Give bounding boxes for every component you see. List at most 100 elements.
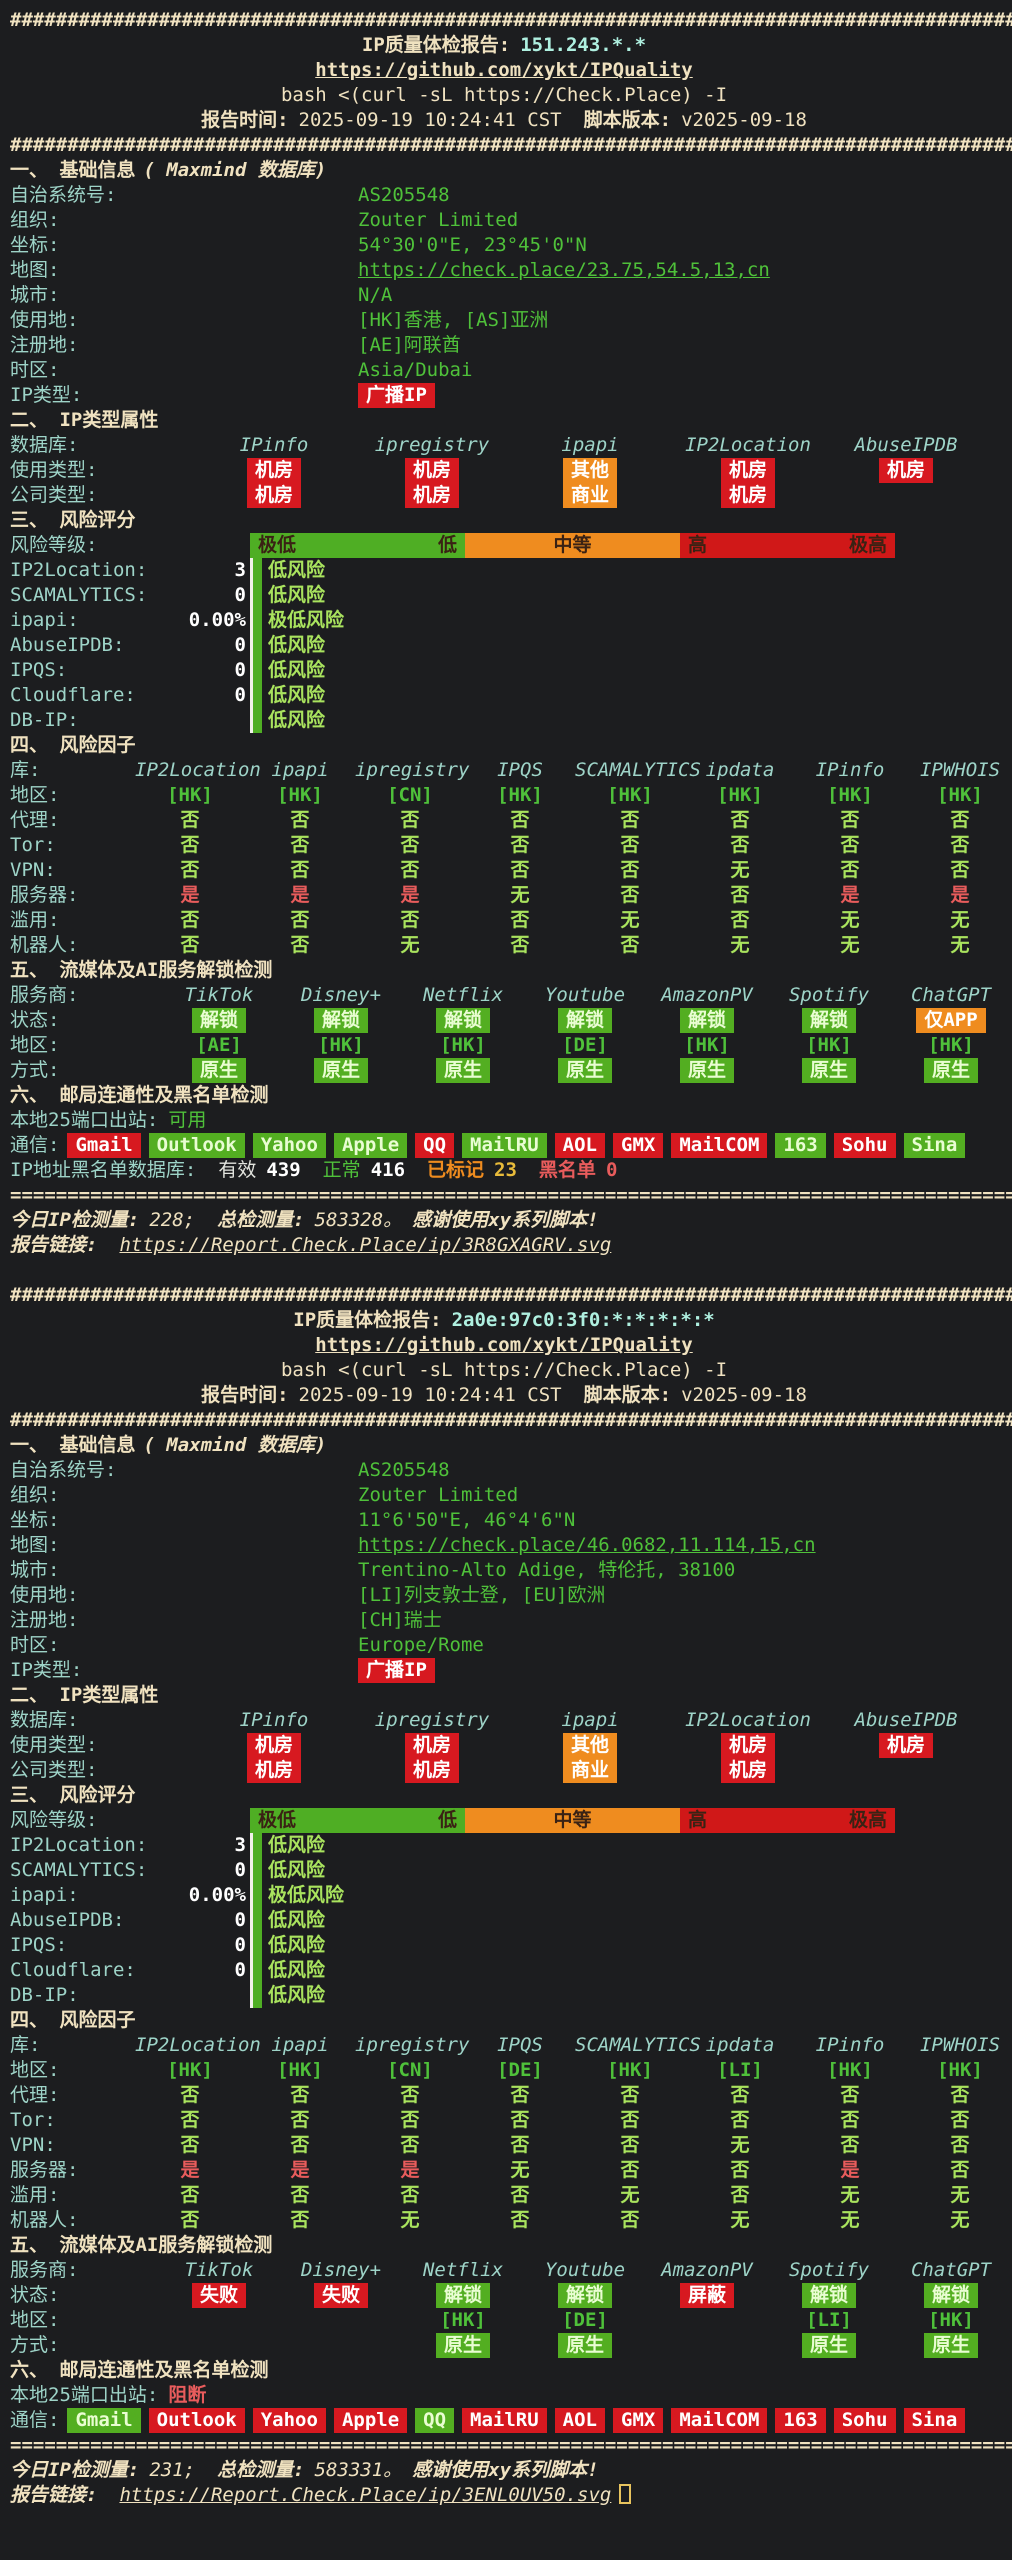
media-status-cell: 解锁 xyxy=(402,2283,524,2308)
map-link[interactable]: https://check.place/23.75,54.5,13,cn xyxy=(358,259,770,281)
hash-divider: ########################################… xyxy=(10,1408,1012,1433)
report-link-line: 报告链接: https://Report.Check.Place/ip/3R8GX… xyxy=(10,1233,1012,1258)
media-provider-label: 服务商: xyxy=(10,984,79,1006)
factor-na-value: 无 xyxy=(730,859,750,881)
attr-db-cell: IP2Location xyxy=(669,433,827,458)
media-status-cell: 解锁 xyxy=(524,2283,646,2308)
smtp-port-line: 本地25端口出站: 可用 xyxy=(10,1108,1012,1133)
field-label: 使用类型: xyxy=(10,459,98,481)
section-heading: 一、 基础信息 xyxy=(10,1434,136,1456)
section-heading-note: ( Maxmind 数据库) xyxy=(143,1434,327,1456)
factor-cell: 否 xyxy=(795,2108,905,2133)
field-label: 公司类型: xyxy=(10,1759,98,1781)
attr-type-cell: 机房 xyxy=(195,458,353,483)
media-status-badge: 解锁 xyxy=(435,2283,490,2308)
attr-type-cell: 机房 xyxy=(195,483,353,508)
region-code: [DE] xyxy=(497,2059,543,2081)
db-name: AbuseIPDB xyxy=(854,1709,958,1731)
factor-cell: 否 xyxy=(135,933,245,958)
factor-cell: 否 xyxy=(905,2133,1012,2158)
provider-name: Youtube xyxy=(544,984,626,1006)
attr-db-cell: ipapi xyxy=(511,433,669,458)
factor-cell: 否 xyxy=(245,2183,355,2208)
risk-score-left: AbuseIPDB: 0 xyxy=(10,1908,250,1933)
mail-provider-badge: 163 xyxy=(775,1133,826,1158)
mail-provider-badge: GMX xyxy=(613,1133,664,1158)
risk-verdict: 低风险 xyxy=(268,559,326,581)
media-status-badge: 解锁 xyxy=(313,1008,368,1033)
risk-score-left: DB-IP: xyxy=(10,1983,250,2008)
risk-db-label: IPQS: xyxy=(10,1934,68,1956)
report-link[interactable]: https://Report.Check.Place/ip/3ENL0UV50.… xyxy=(119,2484,612,2506)
risk-score-left: ipapi: 0.00% xyxy=(10,1883,250,1908)
factor-no-value: 否 xyxy=(510,2209,530,2231)
field-label: 代理: xyxy=(10,809,60,831)
attr-type-badge: 机房 xyxy=(404,458,459,483)
db-name: SCAMALYTICS xyxy=(575,759,701,781)
risk-score-row: Cloudflare: 0 低风险 xyxy=(10,1958,1012,1983)
smtp-port-status: 阻断 xyxy=(168,2384,207,2406)
ip-type-badge: 广播IP xyxy=(358,1658,435,1683)
section-heading-line: 二、 IP类型属性 xyxy=(10,408,1012,433)
factor-cell: 否 xyxy=(245,908,355,933)
factor-no-value: 否 xyxy=(180,2084,200,2106)
stats-line: 今日IP检测量: 228; 总检测量: 583328。 感谢使用xy系列脚本! xyxy=(10,1208,1012,1233)
factor-row: 地区: [HK] [HK] [CN] [HK] [HK] [HK] [HK] [HK] xyxy=(10,783,1012,808)
risk-scale-text: 高 xyxy=(688,1809,708,1831)
risk-score-row: Cloudflare: 0 低风险 xyxy=(10,683,1012,708)
section-heading: 二、 IP类型属性 xyxy=(10,1684,159,1706)
report-link-line: 报告链接: https://Report.Check.Place/ip/3ENL0… xyxy=(10,2483,1012,2508)
attr-db-cell: ipapi xyxy=(511,1708,669,1733)
factor-cell: 否 xyxy=(575,2083,685,2108)
repo-link[interactable]: https://github.com/xykt/IPQuality xyxy=(315,1334,693,1356)
media-status-cell: [HK] xyxy=(402,2308,524,2333)
section-heading: 二、 IP类型属性 xyxy=(10,409,159,431)
attr-db-cell: IPinfo xyxy=(195,433,353,458)
factor-na-value: 无 xyxy=(620,909,640,931)
field-label: 机器人: xyxy=(10,934,79,956)
report-title-line: IP质量体检报告: 2a0e:97c0:3f0:*:*:*:*:* xyxy=(10,1308,998,1333)
map-link[interactable]: https://check.place/46.0682,11.114,15,cn xyxy=(358,1534,816,1556)
risk-scale-bar: 极低 低 中等 高 极高 xyxy=(250,1808,895,1833)
factor-cell: 否 xyxy=(355,2183,465,2208)
risk-score-left: SCAMALYTICS: 0 xyxy=(10,1858,250,1883)
report-link[interactable]: https://Report.Check.Place/ip/3R8GXAGRV.… xyxy=(119,1234,612,1256)
factor-cell: 是 xyxy=(905,883,1012,908)
factor-cell: 否 xyxy=(135,908,245,933)
media-status-cell: 屏蔽 xyxy=(646,2283,768,2308)
attr-type-cell: 机房 xyxy=(669,483,827,508)
factor-cell: 否 xyxy=(135,2108,245,2133)
field-label: 地区: xyxy=(10,1034,60,1056)
factor-cell: 否 xyxy=(905,2083,1012,2108)
media-status-cell: 解锁 xyxy=(768,2283,890,2308)
media-status-badge: 原生 xyxy=(801,1058,856,1083)
field-value-cell: 广播IP xyxy=(358,383,1012,408)
attr-type-cell: 机房 xyxy=(353,1758,511,1783)
media-provider-cell: TikTok xyxy=(158,983,280,1008)
field-value: [LI]列支敦士登, [EU]欧洲 xyxy=(358,1584,606,1606)
factor-cell: 否 xyxy=(355,2133,465,2158)
factor-cell: [HK] xyxy=(795,2058,905,2083)
repo-link[interactable]: https://github.com/xykt/IPQuality xyxy=(315,59,693,81)
separator-line: ========================================… xyxy=(10,2433,1012,2458)
factor-cell: 否 xyxy=(685,808,795,833)
factor-no-value: 否 xyxy=(290,934,310,956)
media-status-cell: 解锁 xyxy=(524,1008,646,1033)
risk-scale-label: 风险等级: xyxy=(10,1809,98,1831)
field-label: 方式: xyxy=(10,2334,60,2356)
field-value: 54°30'0"E, 23°45'0"N xyxy=(358,234,587,256)
mail-provider-badge: Apple xyxy=(333,1133,408,1158)
factor-cell: 否 xyxy=(465,833,575,858)
factor-cell: 否 xyxy=(245,2133,355,2158)
db-name: IPinfo xyxy=(815,2034,885,2056)
factor-db-cell: ipapi xyxy=(245,758,355,783)
risk-verdict: 低风险 xyxy=(268,1959,326,1981)
smtp-port-status: 可用 xyxy=(168,1109,207,1131)
risk-scale-bar: 极低 低 中等 高 极高 xyxy=(250,533,895,558)
factor-yes-value: 是 xyxy=(290,2159,310,2181)
blank-line xyxy=(10,1258,1012,1283)
factor-no-value: 否 xyxy=(730,2184,750,2206)
factor-na-value: 无 xyxy=(620,2184,640,2206)
